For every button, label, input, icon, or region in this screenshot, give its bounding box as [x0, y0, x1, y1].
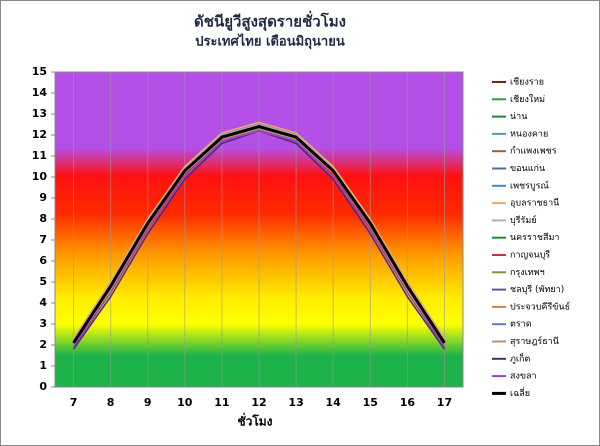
y-tick-label: 10 [32, 170, 48, 183]
legend-label: เชียงใหม่ [510, 94, 545, 105]
series-line [72, 121, 446, 340]
x-tick-label: 9 [144, 396, 152, 409]
grid [51, 71, 445, 388]
legend-label: อุบลราชธานี [510, 198, 559, 209]
legend-label: เชียงราย [510, 77, 544, 88]
legend-label: ชลบุรี (พัทยา) [510, 284, 564, 295]
legend-label: เพชรบูรณ์ [510, 179, 549, 191]
x-tick-label: 16 [400, 396, 416, 409]
legend-label: น่าน [510, 112, 527, 122]
y-tick-label: 6 [39, 254, 47, 267]
y-tick-label: 12 [32, 128, 47, 141]
y-tick-label: 11 [32, 149, 47, 162]
x-tick-label: 8 [107, 396, 115, 409]
legend: เชียงรายเชียงใหม่น่านหนองคายกำแพงเพชรขอน… [492, 77, 570, 399]
legend-label: สุราษฎร์ธานี [510, 335, 559, 347]
x-tick-label: 12 [251, 396, 266, 409]
y-tick-label: 4 [39, 296, 47, 309]
y-tick-label: 1 [39, 359, 47, 372]
legend-label: กรุงเทพฯ [510, 268, 545, 278]
y-tick-label: 15 [32, 65, 47, 78]
chart-title: ดัชนียูวีสูงสุดรายชั่วโมง [194, 11, 346, 32]
y-tick-label: 0 [39, 380, 47, 393]
y-tick-label: 13 [32, 107, 47, 120]
legend-label: ตราด [510, 320, 532, 330]
x-tick-label: 14 [326, 396, 342, 409]
chart-subtitle: ประเทศไทย เดือนมิถุนายน [195, 33, 345, 50]
legend-label: หนองคาย [510, 129, 548, 139]
x-tick-label: 13 [288, 396, 303, 409]
series-line [72, 130, 446, 348]
x-axis-label: ชั่วโมง [237, 413, 272, 429]
lines [72, 121, 446, 350]
x-tick-label: 10 [177, 396, 193, 409]
y-tick-label: 3 [39, 317, 47, 330]
y-tick-label: 9 [39, 191, 47, 204]
legend-label: ขอนแก่น [510, 164, 545, 174]
legend-label: บุรีรัมย์ [510, 214, 537, 226]
series-line [72, 125, 446, 344]
y-tick-label: 2 [39, 338, 47, 351]
legend-label: ภูเก็ต [510, 351, 530, 364]
legend-label: นครราชสีมา [510, 232, 559, 243]
x-tick-label: 11 [214, 396, 229, 409]
legend-label: กาญจนบุรี [510, 250, 550, 261]
y-tick-label: 8 [39, 212, 47, 225]
x-tick-label: 7 [70, 396, 78, 409]
y-tick-label: 5 [39, 275, 47, 288]
x-tick-label: 15 [363, 396, 378, 409]
y-tick-label: 14 [32, 86, 48, 99]
legend-label: สงขลา [510, 372, 537, 382]
legend-label: เฉลี่ย [510, 386, 530, 399]
legend-label: กำแพงเพชร [510, 146, 557, 157]
legend-label: ประจวบคีรีขันธ์ [510, 300, 570, 312]
x-tick-label: 17 [437, 396, 452, 409]
y-tick-label: 7 [39, 233, 47, 246]
